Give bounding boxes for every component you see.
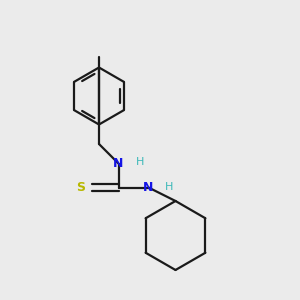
Text: S: S bbox=[76, 181, 85, 194]
Text: H: H bbox=[136, 157, 145, 167]
Text: N: N bbox=[113, 157, 124, 170]
Text: H: H bbox=[165, 182, 174, 193]
Text: N: N bbox=[143, 181, 154, 194]
